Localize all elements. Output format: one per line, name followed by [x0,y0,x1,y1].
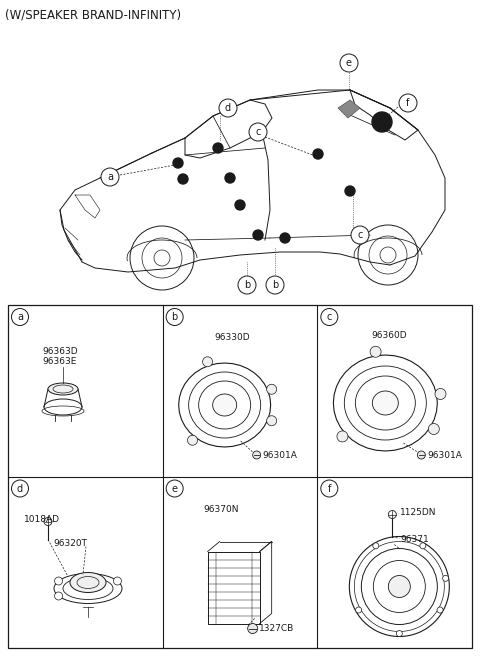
Ellipse shape [372,391,398,415]
Text: 1125DN: 1125DN [400,508,437,517]
Circle shape [280,233,290,243]
Circle shape [252,451,261,459]
Text: 96370N: 96370N [203,505,239,514]
Text: b: b [171,312,178,322]
Text: 1018AD: 1018AD [24,515,60,524]
Text: 96363D: 96363D [42,347,78,356]
Circle shape [267,416,276,426]
Circle shape [340,54,358,72]
Circle shape [313,149,323,159]
Circle shape [337,431,348,442]
Circle shape [178,174,188,184]
Ellipse shape [213,394,237,416]
Text: 96363E: 96363E [43,357,77,366]
Circle shape [373,543,379,549]
Text: a: a [107,172,113,182]
Circle shape [173,158,183,168]
Text: a: a [17,312,23,322]
Text: d: d [17,484,23,493]
Text: 96301A: 96301A [263,451,298,459]
Circle shape [188,435,198,445]
Circle shape [213,143,223,153]
Circle shape [388,576,410,597]
Text: f: f [328,484,331,493]
Circle shape [443,576,449,581]
Circle shape [370,346,381,357]
Polygon shape [338,100,360,118]
Circle shape [435,388,446,399]
Text: 1327CB: 1327CB [259,624,294,633]
Circle shape [399,94,417,112]
Circle shape [345,186,355,196]
Text: f: f [406,98,410,108]
Circle shape [166,480,183,497]
Circle shape [417,451,425,459]
Text: c: c [357,230,363,240]
Circle shape [437,607,443,613]
Text: d: d [225,103,231,113]
Text: (W/SPEAKER BRAND-INFINITY): (W/SPEAKER BRAND-INFINITY) [5,8,181,21]
Circle shape [321,480,338,497]
Circle shape [235,200,245,210]
Circle shape [12,309,28,325]
Circle shape [113,577,121,585]
Text: c: c [255,127,261,137]
Circle shape [166,309,183,325]
Text: 96301A: 96301A [427,451,462,459]
Circle shape [253,230,263,240]
Text: b: b [272,280,278,290]
Circle shape [12,480,28,497]
Circle shape [420,543,426,549]
Text: 96371: 96371 [400,535,429,543]
Text: 96360D: 96360D [372,331,407,340]
Circle shape [351,226,369,244]
Text: e: e [172,484,178,493]
Circle shape [428,424,439,434]
Circle shape [55,592,62,600]
Text: b: b [244,280,250,290]
Circle shape [248,623,258,633]
Text: 96320T: 96320T [53,539,87,547]
Circle shape [219,99,237,117]
Circle shape [321,309,338,325]
Circle shape [203,357,213,367]
Text: c: c [327,312,332,322]
Circle shape [249,123,267,141]
Text: e: e [346,58,352,68]
Circle shape [396,631,402,637]
Bar [8,305,472,648]
Circle shape [238,276,256,294]
Circle shape [266,276,284,294]
Ellipse shape [48,383,78,395]
Text: 96330D: 96330D [215,333,251,342]
Circle shape [267,384,276,394]
Circle shape [356,607,361,613]
Circle shape [55,577,62,585]
Ellipse shape [70,572,106,593]
Circle shape [372,112,392,132]
Circle shape [101,168,119,186]
Circle shape [225,173,235,183]
